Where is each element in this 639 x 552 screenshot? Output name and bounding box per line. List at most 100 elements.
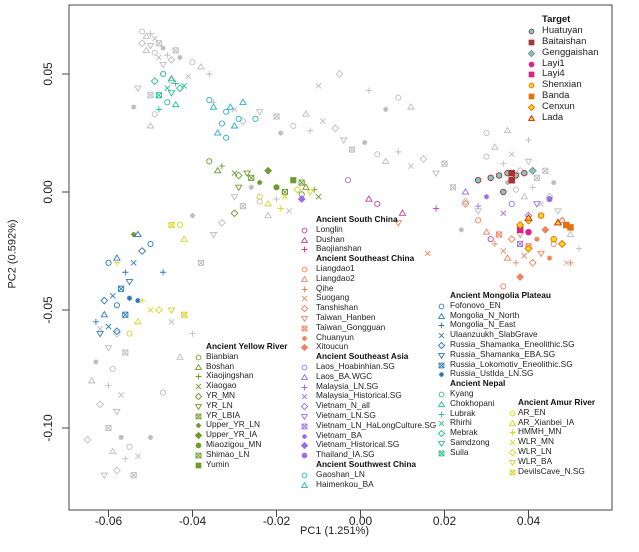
legend-label: Baojianshan <box>316 243 362 254</box>
legend-item: Miaozigou_MN <box>190 439 287 450</box>
reference-point <box>109 292 116 299</box>
reference-point <box>180 235 188 242</box>
legend-title: Ancient Yellow River <box>206 341 288 351</box>
reference-point <box>150 77 159 86</box>
reference-point <box>122 269 129 276</box>
legend-symbol <box>438 421 445 427</box>
legend-label: Boshan <box>206 360 235 371</box>
background-point <box>159 62 167 69</box>
legend-item: YR_LN <box>190 400 287 411</box>
legend-label: Xiaojingshan <box>206 370 254 381</box>
reference-point <box>209 103 218 110</box>
legend-item: Xitoucun <box>300 341 436 352</box>
legend-title: Ancient Mongolia Plateau <box>450 290 551 300</box>
reference-point <box>461 188 470 195</box>
target-point-huatuyan <box>474 176 482 184</box>
legend-label: DevilsCave_N.SG <box>518 465 585 476</box>
legend-symbol <box>528 82 535 89</box>
background-point <box>122 349 129 356</box>
legend-label: Gaoshan_LN <box>316 468 365 479</box>
reference-point <box>297 195 306 204</box>
plot-frame <box>68 4 613 511</box>
background-point <box>524 158 533 166</box>
legend-item: Chokhopani <box>437 398 575 409</box>
reference-point <box>546 196 553 203</box>
legend-item: Upper_YR_LN <box>190 419 287 430</box>
legend-item: Banda <box>527 90 599 102</box>
background-point <box>554 208 562 215</box>
reference-point <box>315 193 322 200</box>
reference-point <box>234 171 243 180</box>
reference-point <box>507 235 516 244</box>
reference-point <box>500 210 507 217</box>
background-point <box>146 43 155 50</box>
background-point <box>112 466 121 475</box>
background-point <box>147 92 154 99</box>
legend-label: AR_EN <box>518 406 546 417</box>
reference-point <box>500 248 507 254</box>
reference-point <box>558 216 566 223</box>
reference-point <box>235 115 242 122</box>
background-point <box>197 62 205 70</box>
legend-item: Suogang <box>300 292 436 303</box>
reference-point <box>521 252 528 259</box>
background-point <box>575 245 582 252</box>
legend-item: Mongolia_N_East <box>437 319 575 330</box>
target-point-baitaishan <box>508 176 515 184</box>
reference-point <box>100 310 109 318</box>
legend-item: Chuanyun <box>300 332 436 343</box>
background-point <box>483 129 490 137</box>
legend-label: Vietnam_Historical.SG <box>316 439 400 450</box>
legend-symbol <box>301 227 308 234</box>
background-point <box>483 153 490 160</box>
reference-point <box>516 273 525 281</box>
background-point <box>362 139 368 146</box>
background-point <box>339 137 348 145</box>
legend-label: Russia_Shamanka_Eneolithic.SG <box>450 338 575 349</box>
x-tick-label: -0.04 <box>179 514 207 528</box>
legend-symbol <box>528 93 535 100</box>
legend-symbol <box>300 414 309 421</box>
background-point <box>97 325 104 332</box>
legend-item: Shenxian <box>527 79 599 91</box>
background-point <box>278 130 284 136</box>
y-axis-label: PC2 (0.592%) <box>6 219 19 289</box>
reference-point <box>131 231 137 238</box>
legend-symbol <box>528 28 535 35</box>
legend-item: WLR_BA <box>508 456 595 467</box>
legend-symbol <box>194 431 203 440</box>
background-point <box>255 109 264 116</box>
reference-point <box>113 302 120 309</box>
legend-item: Gaoshan_LN <box>300 468 436 480</box>
legend-symbol <box>437 429 446 438</box>
legend-label: Russia_Lokomotiv_Eneolithic.SG <box>450 358 573 369</box>
reference-point <box>533 201 541 208</box>
reference-point <box>164 85 171 92</box>
background-point <box>147 30 154 37</box>
legend-label: YR_LBIA <box>206 409 241 420</box>
background-point <box>307 127 314 134</box>
legend-item: DevilsCave_N.SG <box>508 465 595 477</box>
legend-symbol <box>300 316 309 323</box>
legend-item: Samdzong <box>437 436 575 448</box>
legend-item: Liangdao2 <box>300 273 436 284</box>
leg-target: Target Huatuyan Baitaishan Genggaishan Layi1… <box>527 14 599 124</box>
legend-symbol <box>300 481 309 488</box>
legend-item: Vietnam_Historical.SG <box>300 439 436 450</box>
background-point <box>504 179 511 186</box>
legend-item: YR_LBIA <box>190 409 287 421</box>
reference-point <box>125 279 134 286</box>
reference-point <box>306 189 314 196</box>
background-point <box>512 186 519 193</box>
background-point <box>118 392 125 398</box>
legend-symbol <box>437 400 446 407</box>
background-point <box>108 447 117 455</box>
legend-label: Lubrak <box>450 407 476 418</box>
background-point <box>520 192 529 200</box>
reference-point <box>122 311 129 318</box>
reference-point <box>181 311 188 318</box>
legend-label: Samdzong <box>450 436 490 447</box>
legend-symbol <box>194 403 203 411</box>
reference-point <box>541 225 550 234</box>
legend-item: Bianbian <box>190 351 287 362</box>
